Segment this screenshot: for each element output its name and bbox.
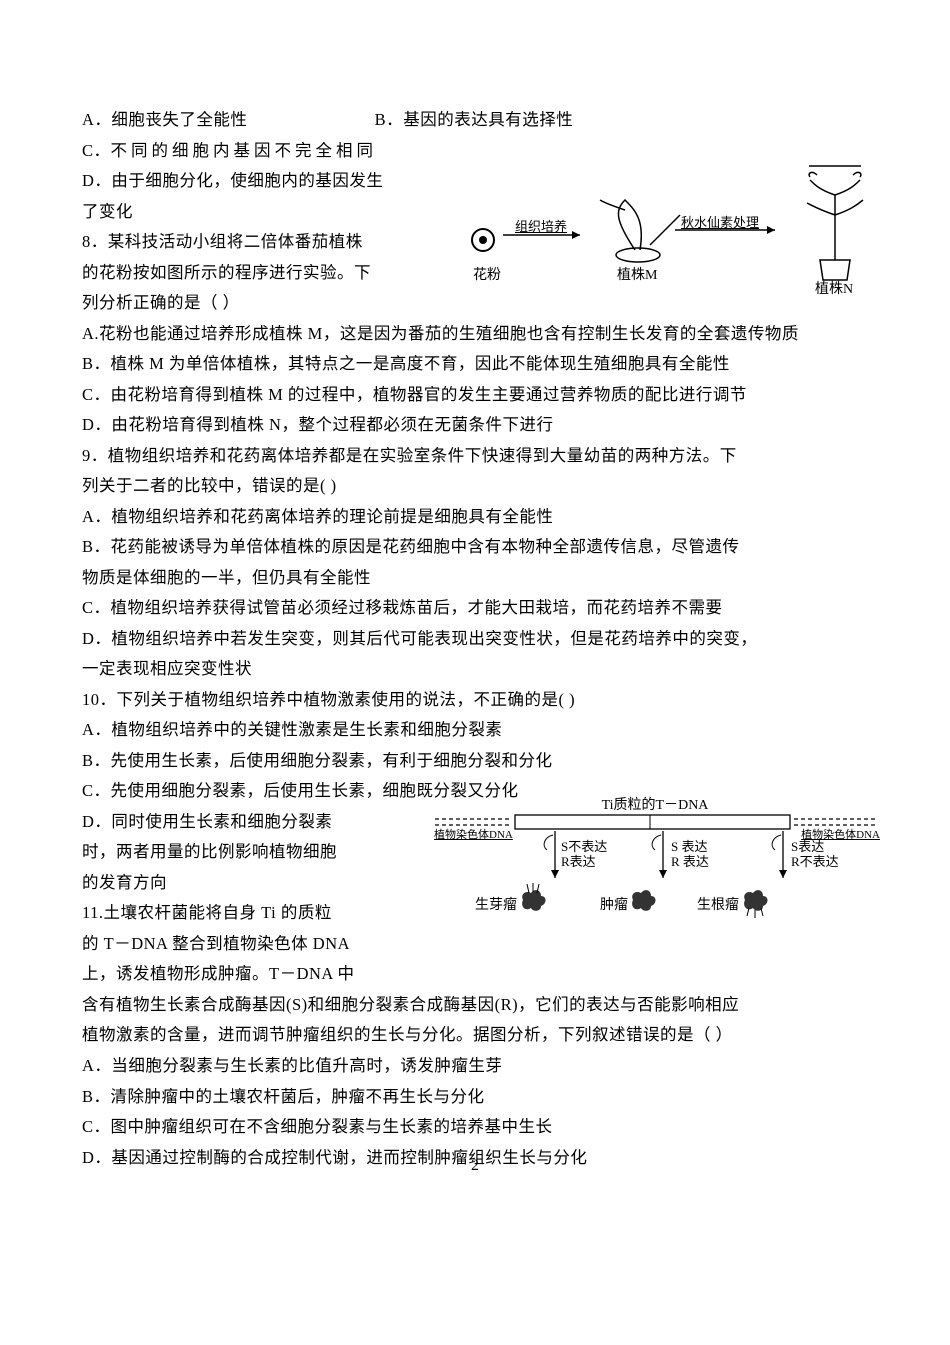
q11-opt-c: C．图中肿瘤组织可在不含细胞分裂素与生长素的培养基中生长	[82, 1112, 868, 1143]
q8-tissue-label: 组织培养	[515, 215, 567, 239]
q11-stem-l5: 植物激素的含量，进而调节肿瘤组织的生长与分化。据图分析，下列叙述错误的是（ ）	[82, 1020, 868, 1051]
q11-plantdna-left: 植物染色体DNA	[434, 825, 513, 845]
q9-opt-b-l1: B．花药能被诱导为单倍体植株的原因是花药细胞中含有本物种全部遗传信息，尽管遗传	[82, 532, 868, 563]
q9-opt-d-l2: 一定表现相应突变性状	[82, 654, 868, 685]
q11-col1-s: S不表达	[561, 840, 607, 855]
q9-opt-b-l2: 物质是体细胞的一半，但仍具有全能性	[82, 563, 868, 594]
q7-c-letter: C．	[82, 141, 111, 160]
page-number: 2	[471, 1151, 479, 1181]
q7-c-text: 不同的细胞内基因不完全相同	[111, 141, 378, 160]
q10-opt-a: A．植物组织培养中的关键性激素是生长素和细胞分裂素	[82, 715, 868, 746]
q11-col3-r: R不表达	[791, 855, 839, 870]
q7-a-text: 细胞丧失了全能性	[111, 110, 247, 129]
q7-b-letter: B．	[375, 110, 404, 129]
q11-col2-r: R 表达	[671, 855, 709, 870]
q11-tumor: 肿瘤	[600, 893, 628, 919]
q10-stem: 10．下列关于植物组织培养中植物激素使用的说法，不正确的是( )	[82, 685, 868, 716]
q11-stem-l2: 的 T－DNA 整合到植物染色体 DNA	[82, 929, 868, 960]
q11-col3-s: S表达	[791, 840, 839, 855]
q11-opt-b: B．清除肿瘤中的土壤农杆菌后，肿瘤不再生长与分化	[82, 1082, 868, 1113]
q11-root-tumor: 生根瘤	[697, 893, 739, 919]
q11-stem-l3: 上，诱发植物形成肿瘤。T－DNA 中	[82, 959, 868, 990]
q11-col2: S 表达 R 表达	[671, 840, 709, 870]
q9-opt-a: A．植物组织培养和花药离体培养的理论前提是细胞具有全能性	[82, 502, 868, 533]
q8-plantn-label: 植株N	[815, 277, 853, 303]
q9-opt-c: C．植物组织培养获得试管苗必须经过移栽炼苗后，才能大田栽培，而花药培养不需要	[82, 593, 868, 624]
q9-stem-l1: 9．植物组织培养和花药离体培养都是在实验室条件下快速得到大量幼苗的两种方法。下	[82, 441, 868, 472]
q8-opt-c: C．由花粉培育得到植株 M 的过程中，植物器官的发生主要通过营养物质的配比进行调…	[82, 380, 868, 411]
q11-col2-s: S 表达	[671, 840, 709, 855]
q8-opt-d: D．由花粉培育得到植株 N，整个过程都必须在无菌条件下进行	[82, 410, 868, 441]
q7-b-text: 基因的表达具有选择性	[403, 110, 573, 129]
q11-shoot-tumor: 生芽瘤	[475, 893, 517, 919]
q11-diagram: Ti质粒的T－DNA 植物染色体DNA 植物染色体DNA	[435, 795, 875, 925]
q10-opt-b: B．先使用生长素，后使用细胞分裂素，有利于细胞分裂和分化	[82, 746, 868, 777]
q11-col3: S表达 R不表达	[791, 840, 839, 870]
q7-d-letter: D．	[82, 171, 111, 190]
q11-col1: S不表达 R表达	[561, 840, 607, 870]
q9-opt-d-l1: D．植物组织培养中若发生突变，则其后代可能表现出突变性状，但是花药培养中的突变，	[82, 624, 868, 655]
q8-pollen-label: 花粉	[473, 263, 501, 289]
q11-col1-r: R表达	[561, 855, 607, 870]
q8-colchicine-label: 秋水仙素处理	[681, 211, 759, 235]
q9-stem-l2: 列关于二者的比较中，错误的是( )	[82, 471, 868, 502]
q7-opt-a: A．细胞丧失了全能性 B．基因的表达具有选择性	[82, 105, 868, 136]
q11-stem-l4: 含有植物生长素合成酶基因(S)和细胞分裂素合成酶基因(R)，它们的表达与否能影响…	[82, 990, 868, 1021]
q11-opt-a: A．当细胞分裂素与生长素的比值升高时，诱发肿瘤生芽	[82, 1051, 868, 1082]
q8-plantm-label: 植株M	[617, 263, 657, 289]
q8-opt-b: B．植株 M 为单倍体植株，其特点之一是高度不育，因此不能体现生殖细胞具有全能性	[82, 349, 868, 380]
q7-a-letter: A．	[82, 110, 111, 129]
q8-diagram: 花粉 组织培养 植株M 秋水仙素处理 植株N	[465, 155, 885, 295]
q8-opt-a: A.花粉也能通过培养形成植株 M，这是因为番茄的生殖细胞也含有控制生长发育的全套…	[82, 319, 868, 350]
q7-d-text-l1: 由于细胞分化，使细胞内的基因发生	[111, 171, 383, 190]
